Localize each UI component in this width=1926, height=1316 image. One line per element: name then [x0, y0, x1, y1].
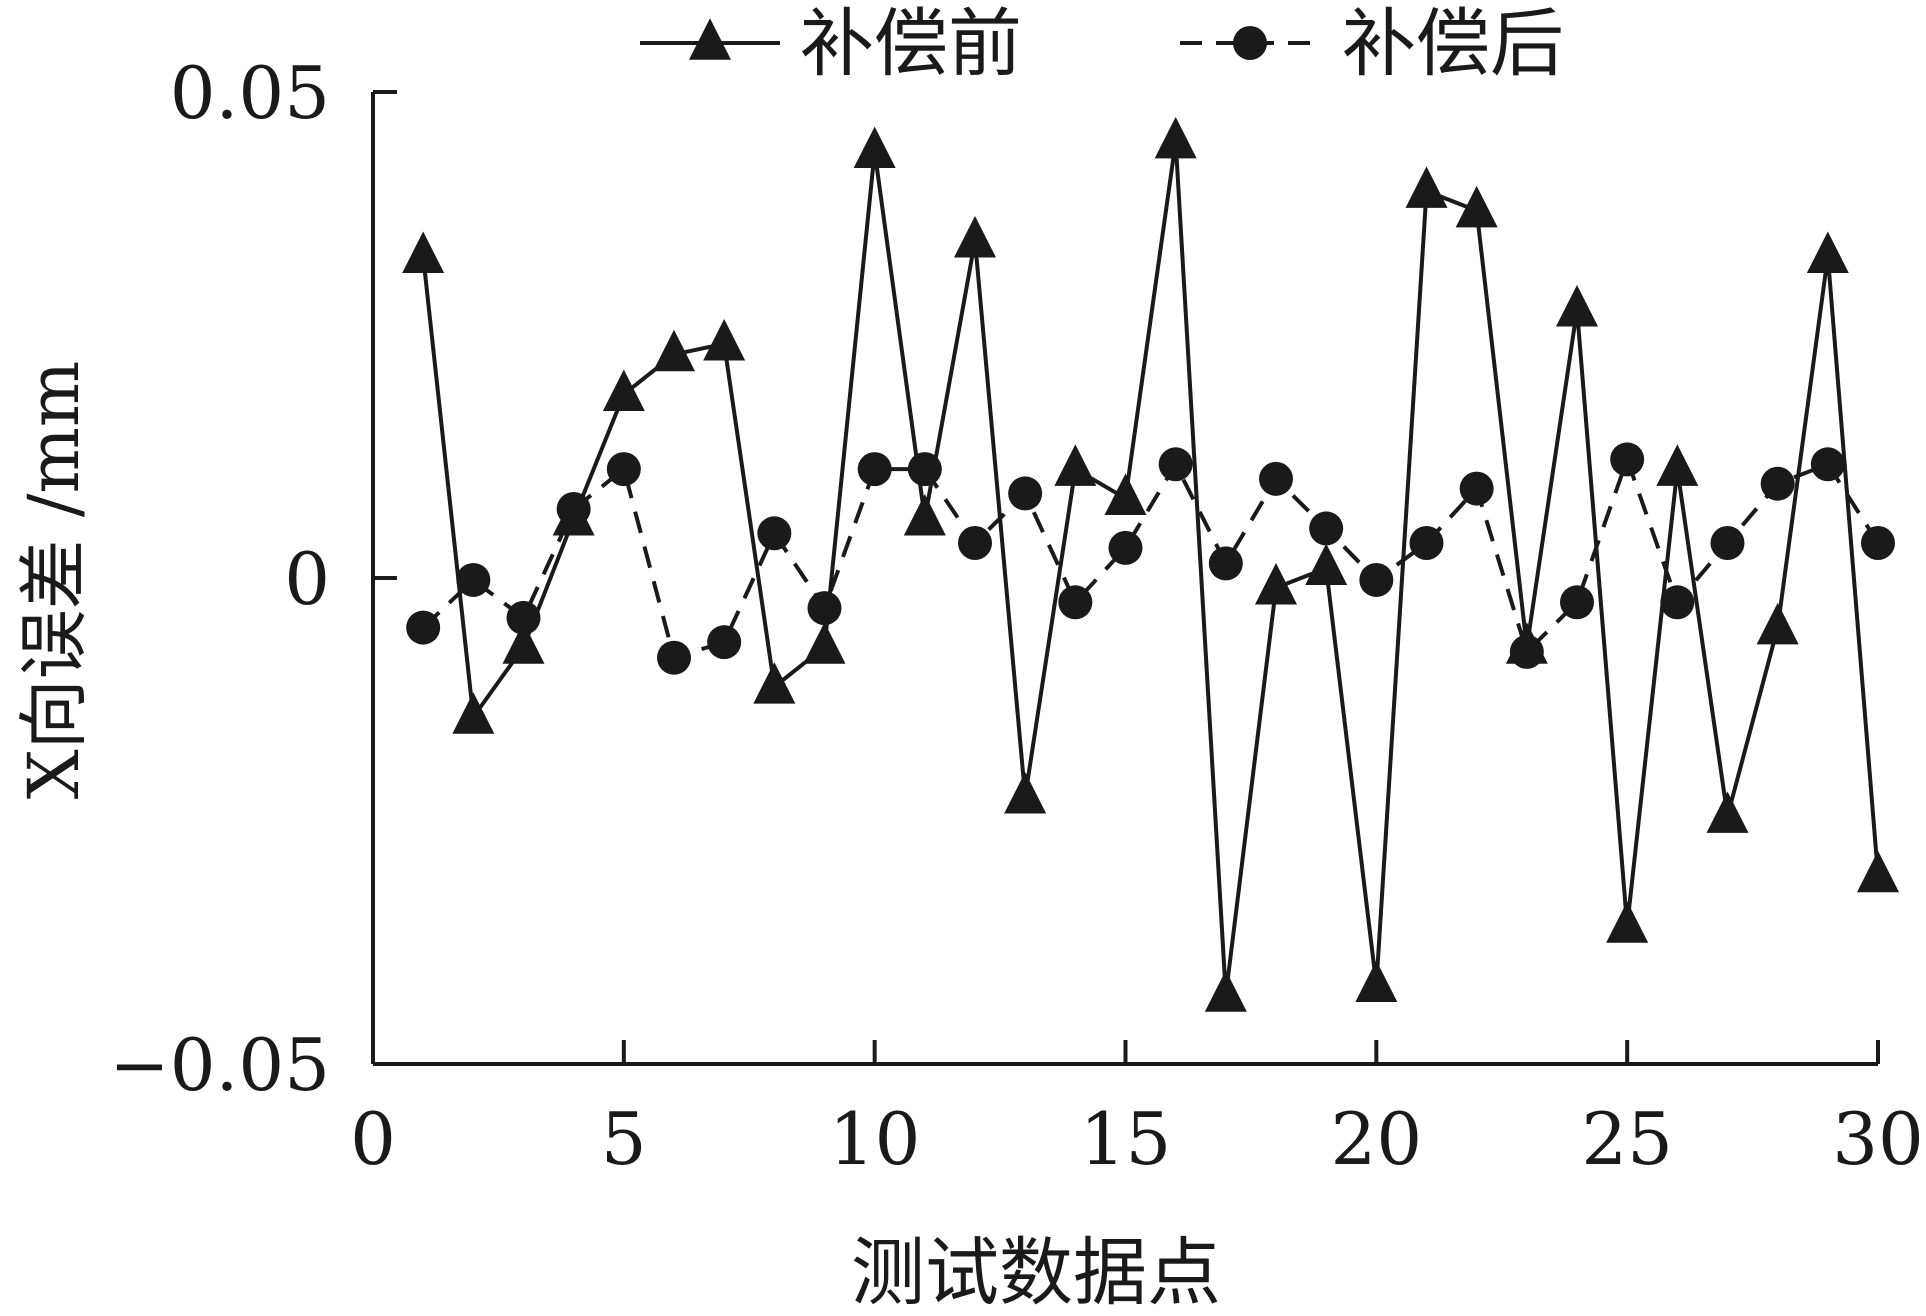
data-point-circle	[1359, 562, 1394, 597]
data-point-triangle	[1606, 901, 1649, 943]
data-point-circle	[1610, 442, 1645, 477]
data-point-triangle	[1405, 166, 1448, 208]
data-point-circle	[807, 591, 842, 626]
data-point-triangle	[803, 622, 846, 664]
data-point-circle	[406, 610, 441, 645]
x-tick-label: 0	[350, 1097, 396, 1181]
y-tick-label: 0.05	[170, 51, 330, 135]
legend-label: 补偿后	[1342, 1, 1564, 87]
data-point-triangle	[1656, 444, 1699, 486]
data-point-circle	[757, 516, 792, 551]
data-point-triangle	[1756, 602, 1799, 645]
legend-marker-triangle	[689, 18, 731, 60]
data-point-triangle	[1104, 473, 1147, 516]
data-point-triangle	[753, 662, 796, 704]
data-point-circle	[707, 625, 742, 660]
data-point-triangle	[1806, 231, 1849, 274]
data-point-circle	[1309, 511, 1344, 546]
data-point-triangle	[653, 329, 695, 372]
data-point-circle	[1710, 526, 1745, 561]
data-point-circle	[1861, 526, 1895, 561]
data-point-triangle	[1004, 771, 1047, 814]
data-point-circle	[958, 526, 992, 561]
data-point-triangle	[1857, 850, 1899, 893]
data-point-triangle	[502, 622, 545, 664]
data-point-circle	[1810, 447, 1845, 482]
axes: 0 5 10 15 20 25 300.050−0.05	[109, 51, 1923, 1181]
data-point-triangle	[1706, 791, 1749, 833]
data-point-circle	[456, 562, 491, 597]
x-tick-label: 25	[1581, 1097, 1673, 1181]
data-point-circle	[1660, 585, 1695, 620]
data-point-circle	[1409, 526, 1444, 561]
legend-marker-circle	[1233, 26, 1267, 60]
data-point-triangle	[853, 126, 896, 169]
legend: 补偿前 补偿后	[640, 1, 1564, 87]
data-point-triangle	[602, 369, 645, 412]
data-point-circle	[1158, 447, 1193, 482]
series-line	[421, 141, 1880, 996]
data-point-circle	[657, 640, 691, 675]
x-tick-label: 30	[1832, 1097, 1924, 1181]
data-point-circle	[1459, 471, 1494, 506]
data-point-triangle	[1305, 543, 1348, 586]
data-point-triangle	[452, 692, 495, 734]
series-before-compensation	[402, 116, 1899, 1012]
data-point-triangle	[1556, 284, 1598, 327]
data-point-circle	[506, 600, 541, 635]
y-tick-label: −0.05	[109, 1023, 330, 1107]
data-point-triangle	[1054, 444, 1097, 486]
data-point-triangle	[954, 215, 996, 258]
x-tick-label: 10	[829, 1097, 921, 1181]
data-point-circle	[1509, 634, 1544, 669]
data-point-triangle	[1455, 185, 1498, 228]
series-after-compensation	[406, 442, 1895, 675]
data-point-triangle	[402, 231, 445, 274]
legend-item: 补偿后	[1180, 1, 1564, 87]
data-point-triangle	[903, 493, 946, 536]
data-point-circle	[1208, 546, 1243, 581]
x-tick-label: 20	[1331, 1097, 1423, 1181]
data-point-circle	[1760, 466, 1795, 501]
data-point-circle	[1058, 585, 1093, 620]
data-point-circle	[556, 491, 591, 526]
data-point-circle	[606, 452, 641, 487]
legend-item: 补偿前	[640, 1, 1022, 87]
data-point-triangle	[1154, 116, 1197, 159]
data-point-triangle	[703, 319, 746, 361]
series-layer	[402, 116, 1899, 1012]
x-axis-label: 测试数据点	[851, 1230, 1221, 1312]
x-tick-label: 15	[1080, 1097, 1172, 1181]
y-tick-label: 0	[284, 537, 330, 621]
data-point-triangle	[1204, 970, 1247, 1012]
data-point-circle	[857, 452, 892, 487]
data-point-circle	[1560, 585, 1594, 620]
series-line	[421, 453, 1880, 661]
data-point-circle	[1008, 476, 1043, 511]
y-axis-label: X向误差 /mm	[13, 361, 95, 799]
data-point-triangle	[1355, 960, 1398, 1003]
legend-label: 补偿前	[800, 1, 1022, 87]
x-tick-label: 5	[601, 1097, 647, 1181]
data-point-triangle	[1255, 562, 1297, 605]
data-point-circle	[907, 452, 942, 487]
data-point-circle	[1259, 461, 1293, 496]
data-point-circle	[1108, 530, 1143, 565]
